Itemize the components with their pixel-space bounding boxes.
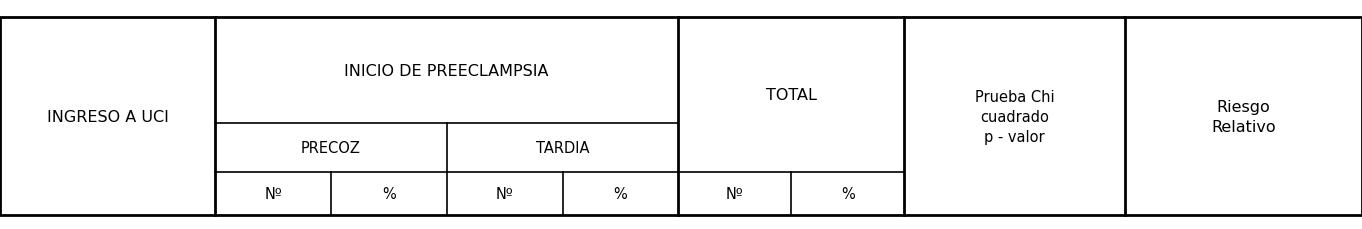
Text: TOTAL: TOTAL — [765, 87, 817, 103]
Text: Nº: Nº — [496, 186, 513, 201]
Text: PRECOZ: PRECOZ — [301, 140, 361, 155]
Text: Prueba Chi
cuadrado
p - valor: Prueba Chi cuadrado p - valor — [975, 90, 1054, 144]
Text: INICIO DE PREECLAMPSIA: INICIO DE PREECLAMPSIA — [345, 63, 549, 79]
Bar — [0, 18, 1362, 215]
Text: %: % — [613, 186, 628, 201]
Text: Nº: Nº — [264, 186, 282, 201]
Text: %: % — [840, 186, 855, 201]
Text: %: % — [381, 186, 396, 201]
Text: Riesgo
Relativo: Riesgo Relativo — [1211, 99, 1276, 134]
Text: TARDIA: TARDIA — [535, 140, 590, 155]
Text: INGRESO A UCI: INGRESO A UCI — [46, 109, 169, 124]
Text: Nº: Nº — [726, 186, 744, 201]
